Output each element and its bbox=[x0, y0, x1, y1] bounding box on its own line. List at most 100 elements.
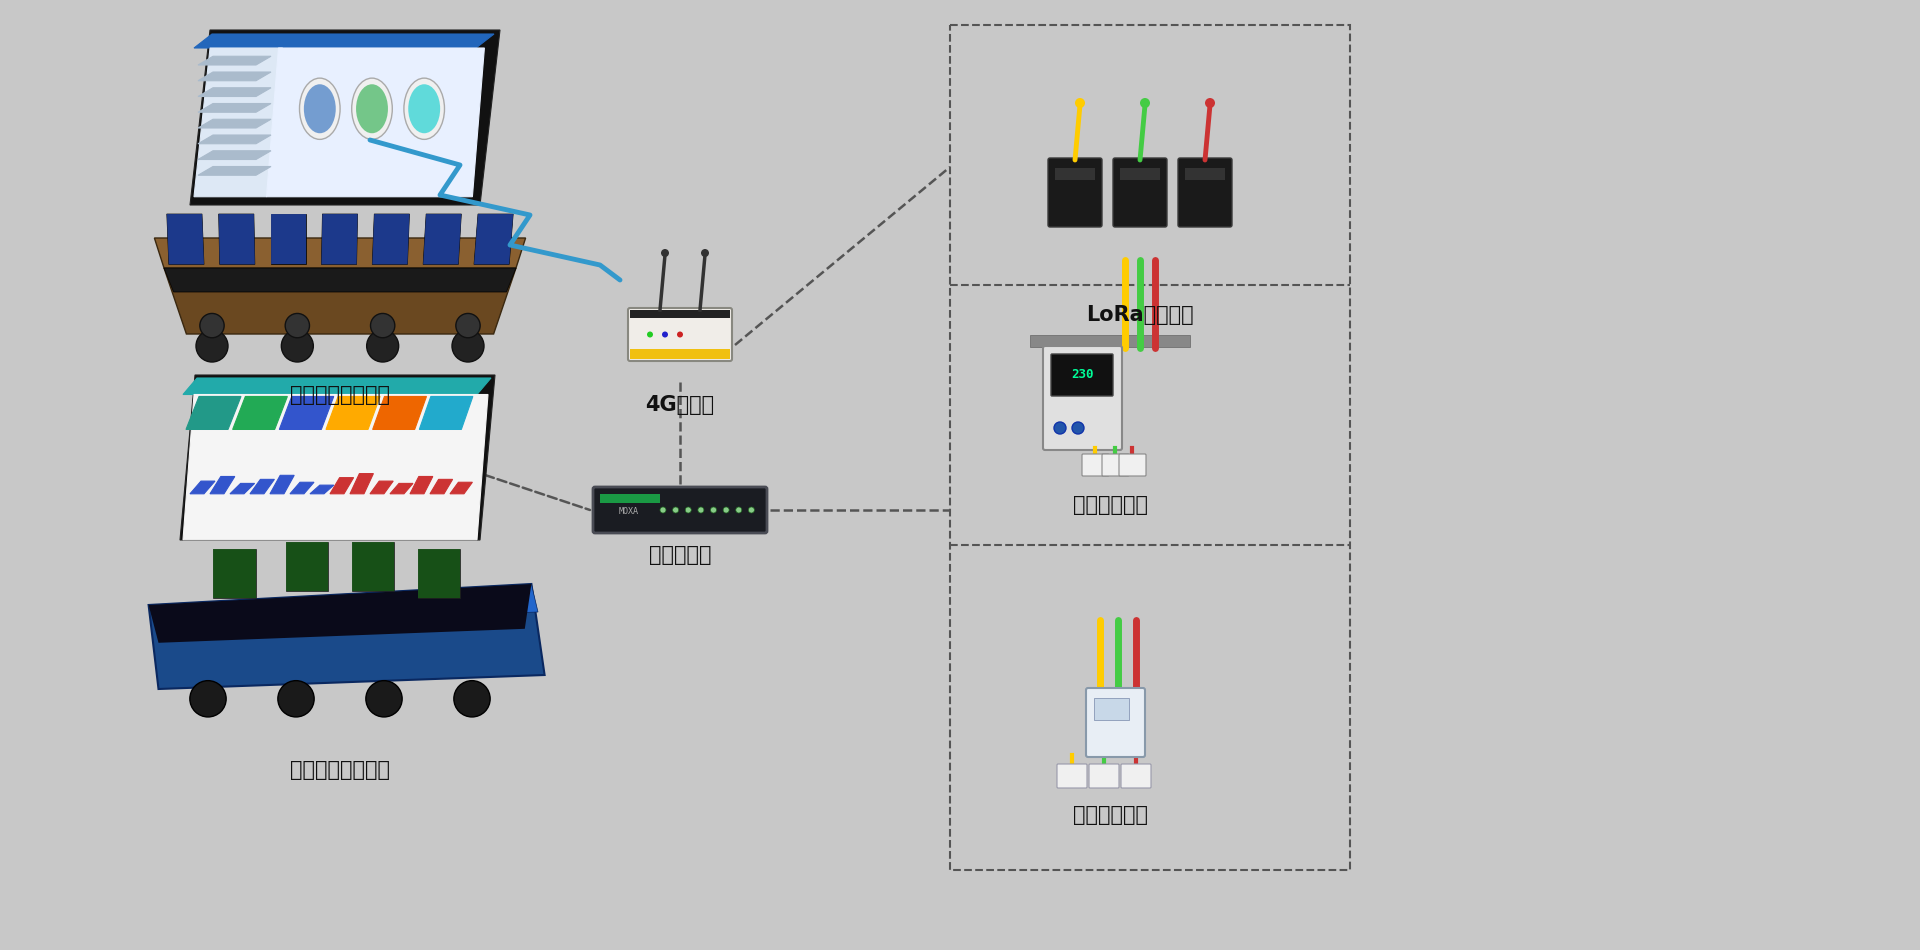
Circle shape bbox=[1075, 98, 1085, 108]
Circle shape bbox=[660, 507, 666, 513]
Circle shape bbox=[1054, 422, 1066, 434]
Text: LoRa无线透传: LoRa无线透传 bbox=[1087, 305, 1194, 325]
Polygon shape bbox=[219, 214, 255, 264]
Polygon shape bbox=[326, 396, 380, 429]
Polygon shape bbox=[278, 396, 334, 429]
Polygon shape bbox=[198, 72, 271, 81]
Circle shape bbox=[196, 330, 228, 362]
Ellipse shape bbox=[355, 85, 388, 133]
Circle shape bbox=[672, 507, 678, 513]
Polygon shape bbox=[351, 542, 394, 591]
Polygon shape bbox=[163, 268, 516, 334]
Polygon shape bbox=[286, 542, 328, 591]
Polygon shape bbox=[330, 478, 353, 494]
Polygon shape bbox=[271, 475, 294, 494]
Ellipse shape bbox=[300, 78, 340, 140]
Circle shape bbox=[749, 507, 755, 513]
Polygon shape bbox=[182, 378, 492, 394]
Polygon shape bbox=[271, 214, 305, 264]
Polygon shape bbox=[351, 542, 394, 591]
Polygon shape bbox=[321, 214, 357, 264]
Circle shape bbox=[701, 249, 708, 257]
Circle shape bbox=[1071, 422, 1085, 434]
Polygon shape bbox=[474, 214, 513, 264]
Polygon shape bbox=[422, 214, 461, 264]
Polygon shape bbox=[167, 214, 204, 264]
Polygon shape bbox=[390, 484, 413, 494]
Bar bbox=[599, 494, 659, 504]
Polygon shape bbox=[198, 120, 271, 128]
Bar bbox=[950, 25, 1350, 870]
Polygon shape bbox=[198, 104, 271, 112]
Polygon shape bbox=[213, 549, 255, 598]
Circle shape bbox=[451, 330, 484, 362]
Text: 通讯管理机: 通讯管理机 bbox=[649, 545, 710, 565]
Bar bbox=[1119, 168, 1160, 180]
Polygon shape bbox=[230, 484, 255, 494]
Ellipse shape bbox=[351, 78, 392, 140]
Text: 分布式多回路: 分布式多回路 bbox=[1073, 805, 1148, 825]
Polygon shape bbox=[232, 396, 288, 429]
Circle shape bbox=[282, 330, 313, 362]
Circle shape bbox=[660, 249, 668, 257]
Polygon shape bbox=[267, 48, 484, 197]
Text: 4G路由器: 4G路由器 bbox=[645, 395, 714, 415]
Circle shape bbox=[1140, 98, 1150, 108]
Polygon shape bbox=[271, 214, 305, 264]
Circle shape bbox=[367, 680, 401, 717]
Polygon shape bbox=[430, 480, 453, 494]
Circle shape bbox=[200, 314, 225, 338]
Polygon shape bbox=[419, 396, 472, 429]
Polygon shape bbox=[182, 394, 488, 540]
Bar bbox=[630, 310, 730, 318]
Circle shape bbox=[678, 332, 684, 337]
Bar bbox=[1029, 335, 1190, 347]
Circle shape bbox=[662, 332, 668, 337]
Circle shape bbox=[455, 314, 480, 338]
Polygon shape bbox=[194, 34, 493, 48]
Text: 230: 230 bbox=[1071, 369, 1092, 382]
Circle shape bbox=[286, 314, 309, 338]
Circle shape bbox=[710, 507, 716, 513]
Ellipse shape bbox=[409, 85, 440, 133]
Circle shape bbox=[647, 332, 653, 337]
FancyBboxPatch shape bbox=[1114, 158, 1167, 227]
Circle shape bbox=[190, 680, 227, 717]
Circle shape bbox=[697, 507, 705, 513]
Polygon shape bbox=[372, 214, 409, 264]
Ellipse shape bbox=[403, 78, 445, 140]
Polygon shape bbox=[422, 214, 461, 264]
FancyBboxPatch shape bbox=[628, 308, 732, 361]
Circle shape bbox=[453, 680, 490, 717]
Bar bbox=[630, 349, 730, 359]
Polygon shape bbox=[198, 151, 271, 160]
FancyBboxPatch shape bbox=[1179, 158, 1233, 227]
Polygon shape bbox=[148, 584, 538, 626]
FancyBboxPatch shape bbox=[593, 487, 766, 533]
Polygon shape bbox=[219, 214, 255, 264]
Polygon shape bbox=[198, 56, 271, 65]
Polygon shape bbox=[194, 48, 282, 197]
Polygon shape bbox=[180, 375, 495, 540]
Polygon shape bbox=[148, 584, 532, 643]
Polygon shape bbox=[449, 483, 472, 494]
Polygon shape bbox=[148, 584, 545, 689]
Circle shape bbox=[724, 507, 730, 513]
FancyBboxPatch shape bbox=[1083, 454, 1110, 476]
Ellipse shape bbox=[303, 85, 336, 133]
Polygon shape bbox=[417, 549, 461, 598]
Polygon shape bbox=[190, 30, 499, 205]
Bar bbox=[1054, 168, 1094, 180]
FancyBboxPatch shape bbox=[1102, 454, 1129, 476]
Polygon shape bbox=[209, 477, 234, 494]
Polygon shape bbox=[321, 214, 357, 264]
Polygon shape bbox=[198, 166, 271, 175]
Polygon shape bbox=[286, 542, 328, 591]
Circle shape bbox=[735, 507, 741, 513]
FancyBboxPatch shape bbox=[1087, 688, 1144, 757]
FancyBboxPatch shape bbox=[1119, 454, 1146, 476]
Polygon shape bbox=[198, 87, 271, 97]
Circle shape bbox=[685, 507, 691, 513]
Polygon shape bbox=[371, 481, 394, 494]
Text: 集中式多回路: 集中式多回路 bbox=[1073, 495, 1148, 515]
